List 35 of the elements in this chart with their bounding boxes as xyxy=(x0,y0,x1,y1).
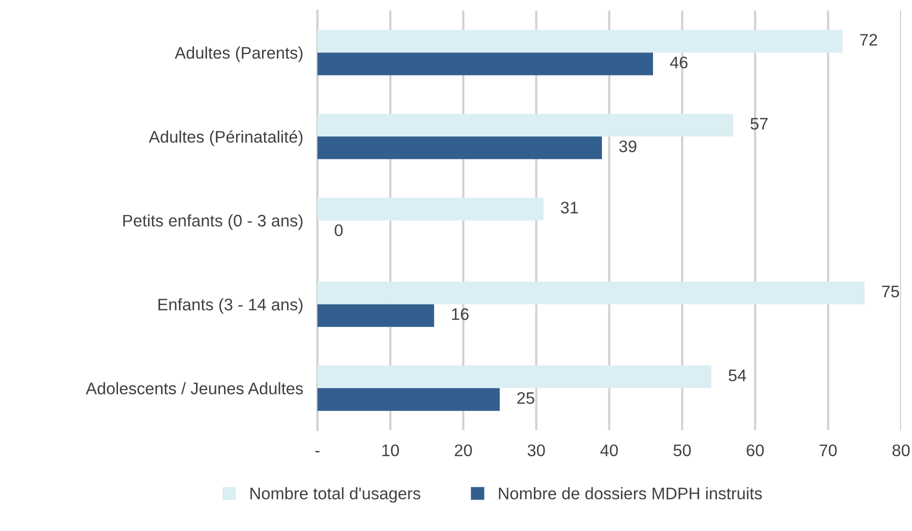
y-tick-label: Adolescents / Jeunes Adultes xyxy=(86,382,303,394)
data-label: 31 xyxy=(560,202,578,214)
data-label: 25 xyxy=(517,392,534,404)
bar xyxy=(317,136,602,160)
x-tick-label: 40 xyxy=(600,444,618,456)
y-tick-label: Adultes (Parents) xyxy=(174,46,302,62)
data-label: 75 xyxy=(882,286,900,298)
x-tick-label: 50 xyxy=(674,444,691,456)
bar xyxy=(317,388,500,411)
data-label: 72 xyxy=(860,34,878,46)
bar xyxy=(317,304,434,327)
bar xyxy=(317,52,653,76)
data-label: 39 xyxy=(619,140,636,152)
x-tick-label: 10 xyxy=(382,444,399,456)
data-label: 57 xyxy=(750,118,768,130)
data-label: 0 xyxy=(334,224,343,236)
data-label: 46 xyxy=(670,56,688,68)
bar xyxy=(317,30,843,53)
bar xyxy=(317,282,865,304)
bar xyxy=(317,198,544,220)
x-tick-label: 60 xyxy=(746,444,764,456)
x-tick-label: 80 xyxy=(892,444,910,456)
bar xyxy=(317,366,712,388)
data-label: 16 xyxy=(452,308,469,320)
legend-label: Nombre de dossiers MDPH instruits xyxy=(498,487,762,500)
x-tick-label: 70 xyxy=(820,444,837,456)
data-label: 54 xyxy=(728,370,746,382)
bar xyxy=(317,114,734,136)
x-tick-label: - xyxy=(315,451,320,452)
x-tick-label: 20 xyxy=(454,444,472,456)
x-tick-label: 30 xyxy=(528,444,545,456)
legend-label: Nombre total d'usagers xyxy=(250,487,420,503)
y-tick-label: Adultes (Périnatalité) xyxy=(148,130,302,146)
y-tick-label: Enfants (3 - 14 ans) xyxy=(158,298,302,314)
y-tick-label: Petits enfants (0 - 3 ans) xyxy=(123,214,302,230)
